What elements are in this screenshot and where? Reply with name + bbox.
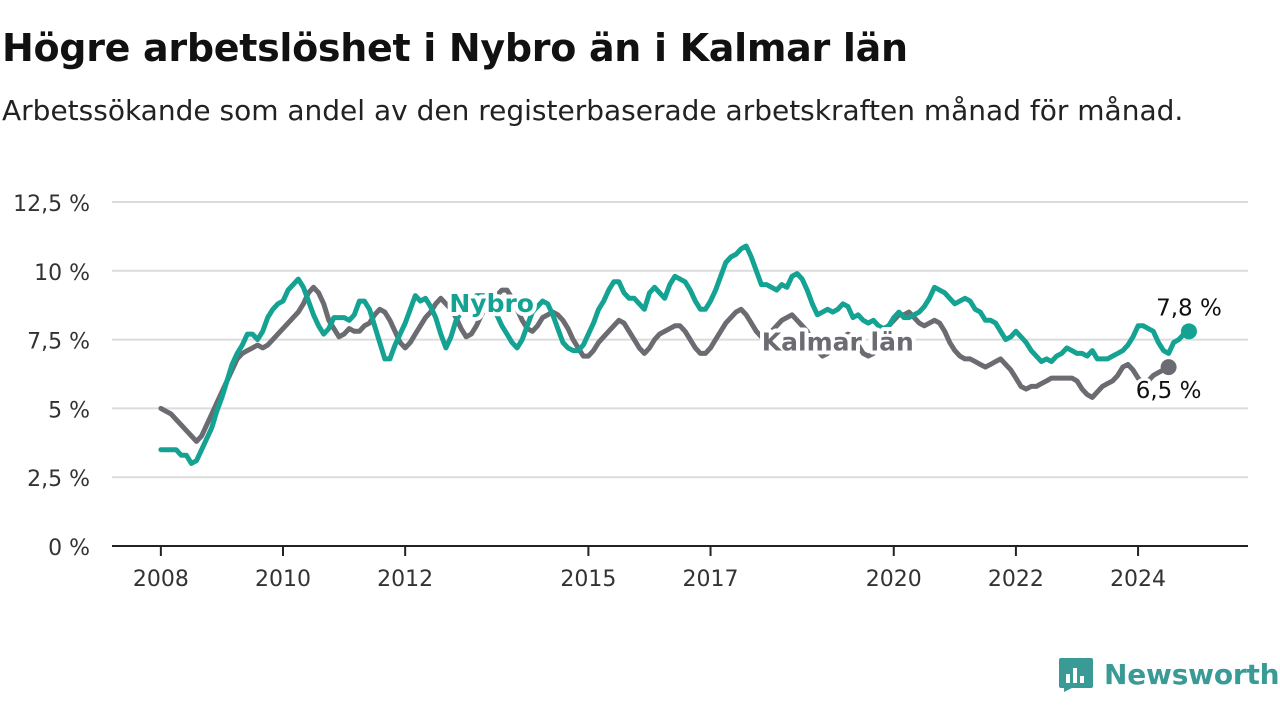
brand-name: Newsworthy <box>1104 657 1280 691</box>
x-tick-label: 2008 <box>133 567 189 592</box>
x-tick-label: 2017 <box>683 567 739 592</box>
series-label-nybro: Nybro <box>449 289 534 318</box>
series-label-kalmar-l-n: Kalmar län <box>762 327 914 356</box>
series-line-nybro <box>158 243 1192 466</box>
y-tick-label: 2,5 % <box>27 467 90 492</box>
x-tick-label: 2024 <box>1110 567 1166 592</box>
end-point-nybro <box>1180 323 1197 340</box>
y-tick-label: 7,5 % <box>27 330 90 355</box>
x-tick-label: 2015 <box>560 567 616 592</box>
x-tick-label: 2012 <box>377 567 433 592</box>
axis-layer: 0 % 2,5 % 5 % 7,5 % 10 % 12,5 % 2008 2010 2012 20… <box>13 192 1248 592</box>
x-tick-label: 2020 <box>866 567 922 592</box>
end-point-kalmar-l-n <box>1160 359 1177 376</box>
x-tick-label: 2022 <box>988 567 1044 592</box>
y-tick-label: 0 % <box>48 536 90 561</box>
end-value-label: 7,8 % <box>1156 295 1222 321</box>
series-line-kalmar-l-n <box>158 284 1172 444</box>
end-value-label: 6,5 % <box>1136 378 1202 404</box>
newsworthy-brand: Newsworthy <box>1058 654 1280 694</box>
y-tick-label: 12,5 % <box>13 192 90 217</box>
x-tick-label: 2010 <box>255 567 311 592</box>
line-chart: 0 % 2,5 % 5 % 7,5 % 10 % 12,5 % 2008 2010 2012 20… <box>13 192 1248 592</box>
y-tick-label: 5 % <box>48 398 90 423</box>
chart-subtitle: Arbetssökande som andel av den registerb… <box>2 94 1184 127</box>
series-layer <box>158 243 1197 466</box>
y-tick-label: 10 % <box>34 261 90 286</box>
label-layer: 6,5 % Kalmar län 7,8 % Nybro <box>445 285 1224 407</box>
grid-layer <box>112 201 1248 479</box>
newsworthy-logo-icon <box>1059 658 1093 692</box>
chart-title: Högre arbetslöshet i Nybro än i Kalmar l… <box>2 26 908 70</box>
